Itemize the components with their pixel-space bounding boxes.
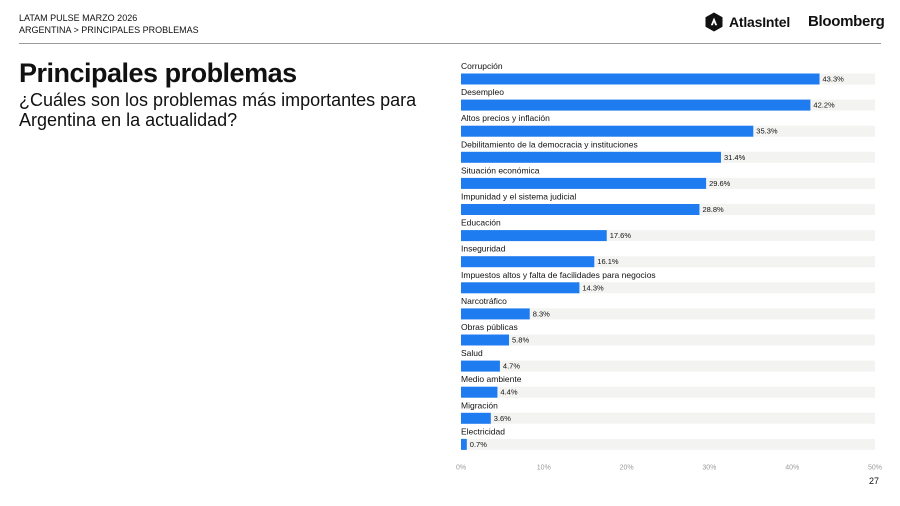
- bar: [461, 177, 707, 189]
- category-label: Educación: [461, 218, 501, 228]
- category-label: Electricidad: [461, 426, 505, 436]
- data-label: 4.4%: [500, 388, 517, 397]
- bar: [461, 360, 500, 372]
- bar-track: [461, 386, 875, 398]
- bar-track: [461, 360, 875, 372]
- bar-track: [461, 412, 875, 424]
- data-label: 0.7%: [470, 440, 487, 449]
- bar: [461, 99, 811, 111]
- category-label: Altos precios y inflación: [461, 113, 550, 123]
- category-label: Obras públicas: [461, 322, 518, 332]
- x-tick-label: 40%: [785, 465, 799, 472]
- data-label: 29.6%: [709, 179, 731, 188]
- bar: [461, 73, 820, 85]
- bar: [461, 125, 754, 137]
- bar: [461, 204, 700, 215]
- category-label: Narcotráfico: [461, 296, 507, 306]
- atlasintel-brand: AtlasIntel: [704, 12, 790, 32]
- category-label: Impuestos altos y falta de facilidades p…: [461, 270, 656, 280]
- report-series-title: LATAM PULSE MARZO 2026: [19, 13, 138, 23]
- data-label: 42.2%: [813, 101, 835, 110]
- header-divider: [19, 43, 881, 44]
- data-label: 43.3%: [823, 75, 845, 84]
- x-tick-label: 30%: [702, 465, 716, 472]
- data-label: 31.4%: [724, 153, 746, 162]
- data-label: 16.1%: [597, 257, 619, 266]
- data-label: 3.6%: [494, 414, 511, 423]
- data-label: 14.3%: [582, 283, 604, 292]
- breadcrumb: ARGENTINA > PRINCIPALES PROBLEMAS: [19, 25, 199, 35]
- category-label: Debilitamiento de la democracia y instit…: [461, 139, 638, 149]
- bloomberg-wordmark: Bloomberg: [808, 13, 885, 30]
- problems-bar-chart: Corrupción 43.3% Desempleo 42.2% Altos preci…: [450, 55, 890, 475]
- x-tick-label: 20%: [620, 465, 634, 472]
- category-label: Salud: [461, 348, 483, 358]
- page-title: Principales problemas: [19, 58, 297, 88]
- bar-track: [461, 256, 875, 268]
- category-label: Desempleo: [461, 87, 504, 97]
- bar: [461, 334, 510, 346]
- category-label: Situación económica: [461, 165, 540, 175]
- report-header: LATAM PULSE MARZO 2026 ARGENTINA > PRINC…: [19, 12, 199, 36]
- x-tick-label: 0%: [456, 465, 466, 472]
- bar-track: [461, 282, 875, 294]
- bar: [461, 230, 607, 242]
- bar-chart-svg: Corrupción 43.3% Desempleo 42.2% Altos preci…: [456, 61, 882, 472]
- data-label: 4.7%: [503, 362, 520, 371]
- bar-track: [461, 438, 875, 450]
- category-label: Inseguridad: [461, 244, 506, 254]
- category-label: Medio ambiente: [461, 374, 522, 384]
- page-number: 27: [869, 476, 880, 486]
- page-subtitle: ¿Cuáles son los problemas más importante…: [19, 90, 417, 130]
- category-label: Corrupción: [461, 61, 503, 71]
- bar: [461, 386, 498, 398]
- bar: [461, 151, 721, 163]
- data-label: 5.8%: [512, 336, 529, 345]
- bar: [461, 256, 595, 268]
- bar-track: [461, 308, 875, 320]
- bar: [461, 438, 467, 450]
- bar-track: [461, 334, 875, 346]
- atlasintel-wordmark: AtlasIntel: [729, 14, 791, 30]
- bar: [461, 412, 491, 424]
- data-label: 17.6%: [610, 231, 632, 240]
- x-tick-label: 10%: [537, 465, 551, 472]
- category-label: Impunidad y el sistema judicial: [461, 192, 576, 202]
- data-label: 28.8%: [702, 205, 724, 214]
- category-label: Migración: [461, 400, 498, 410]
- bar: [461, 282, 580, 294]
- data-label: 8.3%: [533, 309, 550, 318]
- bar: [461, 308, 530, 320]
- bar-track: [461, 230, 875, 242]
- atlasintel-logo-icon: [704, 12, 724, 32]
- data-label: 35.3%: [756, 127, 778, 136]
- x-tick-label: 50%: [868, 465, 882, 472]
